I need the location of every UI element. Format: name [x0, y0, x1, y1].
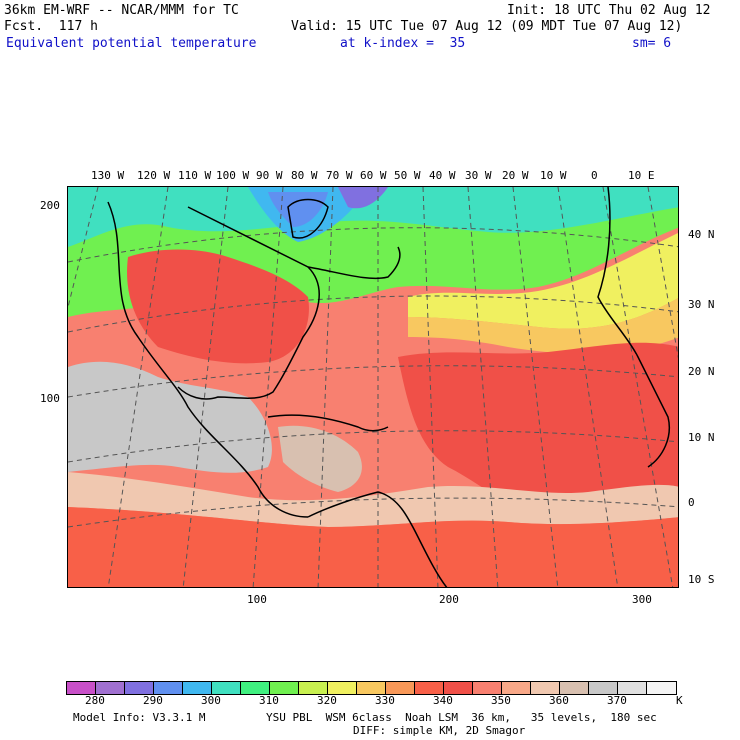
grid-x-label: 100	[247, 593, 267, 606]
lon-label: 90 W	[256, 169, 283, 182]
colorbar-swatch	[386, 682, 415, 694]
lon-label: 20 W	[502, 169, 529, 182]
colorbar-label: 320	[317, 694, 337, 707]
colorbar-swatch	[212, 682, 241, 694]
colorbar-swatch	[589, 682, 618, 694]
colorbar-swatch	[357, 682, 386, 694]
colorbar-label: 360	[549, 694, 569, 707]
colorbar-swatch	[328, 682, 357, 694]
colorbar-unit: K	[676, 694, 683, 707]
lat-label: 30 N	[688, 298, 715, 311]
lat-label: 20 N	[688, 365, 715, 378]
forecast-hour: Fcst. 117 h	[4, 19, 98, 34]
lon-label: 100 W	[216, 169, 250, 182]
lon-label: 0	[591, 169, 598, 182]
lon-label: 10 E	[628, 169, 655, 182]
colorbar-swatch	[473, 682, 502, 694]
colorbar-swatch	[415, 682, 444, 694]
colorbar-label: 340	[433, 694, 453, 707]
lon-label: 40 W	[429, 169, 456, 182]
colorbar-swatch	[154, 682, 183, 694]
lon-label: 70 W	[326, 169, 353, 182]
colorbar-swatch	[647, 682, 676, 694]
lat-label: 10 S	[688, 573, 715, 586]
lat-label: 10 N	[688, 431, 715, 444]
lat-label: 0	[688, 496, 695, 509]
diffusion-info: DIFF: simple KM, 2D Smagor	[353, 724, 526, 737]
field-name: Equivalent potential temperature	[6, 36, 257, 51]
model-info: Model Info: V3.3.1 M	[73, 711, 206, 724]
lon-label: 50 W	[394, 169, 421, 182]
valid-time: Valid: 15 UTC Tue 07 Aug 12 (09 MDT Tue …	[291, 19, 683, 34]
colorbar-swatch	[502, 682, 531, 694]
theta-e-field	[68, 187, 678, 587]
lon-label: 120 W	[137, 169, 171, 182]
plot-title: 36km EM-WRF -- NCAR/MMM for TC	[4, 3, 239, 18]
colorbar-swatch	[241, 682, 270, 694]
colorbar-swatch	[67, 682, 96, 694]
colorbar-swatch	[618, 682, 647, 694]
colorbar-swatch	[125, 682, 154, 694]
colorbar-label: 310	[259, 694, 279, 707]
colorbar-label: 290	[143, 694, 163, 707]
colorbar-swatch	[444, 682, 473, 694]
grid-x-label: 200	[439, 593, 459, 606]
colorbar-label: 280	[85, 694, 105, 707]
colorbar-swatch	[560, 682, 589, 694]
physics-info: YSU PBL WSM 6class Noah LSM 36 km, 35 le…	[266, 711, 657, 724]
lon-label: 80 W	[291, 169, 318, 182]
colorbar-label: 370	[607, 694, 627, 707]
colorbar-swatch	[531, 682, 560, 694]
colorbar-label: 330	[375, 694, 395, 707]
colorbar-swatch	[183, 682, 212, 694]
smoothing: sm= 6	[632, 36, 672, 51]
vertical-level: at k-index = 35	[340, 36, 466, 51]
grid-x-label: 300	[632, 593, 652, 606]
lon-label: 110 W	[178, 169, 212, 182]
lon-label: 130 W	[91, 169, 125, 182]
colorbar-swatch	[96, 682, 125, 694]
lon-label: 30 W	[465, 169, 492, 182]
lon-label: 10 W	[540, 169, 567, 182]
colorbar	[66, 681, 677, 695]
colorbar-label: 300	[201, 694, 221, 707]
colorbar-label: 350	[491, 694, 511, 707]
init-time: Init: 18 UTC Thu 02 Aug 12	[507, 3, 711, 18]
lon-label: 60 W	[360, 169, 387, 182]
colorbar-swatch	[299, 682, 328, 694]
lat-label: 40 N	[688, 228, 715, 241]
grid-y-label: 100	[40, 392, 60, 405]
colorbar-swatch	[270, 682, 299, 694]
theta-e-map	[67, 186, 679, 588]
grid-y-label: 200	[40, 199, 60, 212]
